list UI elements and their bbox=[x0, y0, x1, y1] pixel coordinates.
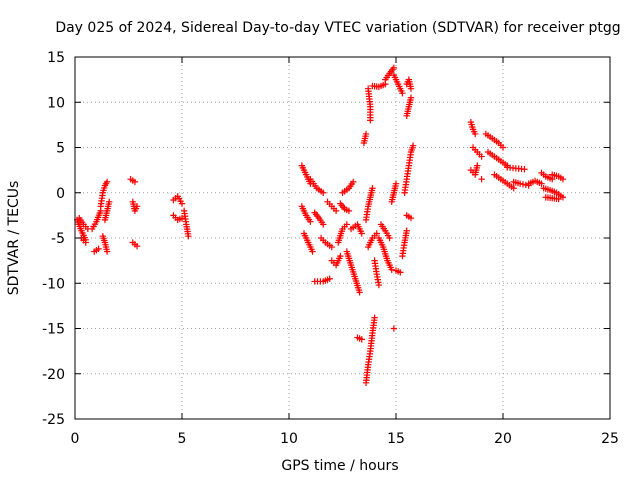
data-point bbox=[510, 185, 517, 192]
y-tick-label: 10 bbox=[47, 95, 65, 111]
data-point bbox=[386, 234, 393, 242]
data-point bbox=[471, 130, 479, 138]
data-point bbox=[131, 178, 139, 186]
data-point bbox=[403, 227, 410, 234]
data-point bbox=[371, 314, 378, 321]
data-point bbox=[516, 180, 524, 187]
data-point bbox=[350, 178, 357, 186]
data-point bbox=[369, 185, 376, 192]
x-tick-label: 5 bbox=[178, 431, 187, 447]
data-point bbox=[555, 195, 562, 203]
data-point bbox=[522, 181, 530, 189]
x-tick-label: 10 bbox=[280, 431, 298, 447]
data-point bbox=[133, 242, 141, 250]
data-point bbox=[345, 207, 353, 215]
x-tick-label: 25 bbox=[601, 431, 619, 447]
y-tick-label: 15 bbox=[47, 50, 65, 66]
x-tick-label: 0 bbox=[71, 431, 80, 447]
data-point bbox=[559, 175, 567, 183]
data-point bbox=[390, 64, 398, 72]
data-point bbox=[332, 207, 340, 215]
data-point bbox=[367, 117, 374, 124]
y-axis-title: SDTVAR / TECUs bbox=[6, 181, 22, 296]
data-point bbox=[326, 275, 333, 282]
data-point bbox=[82, 239, 89, 246]
data-point bbox=[373, 230, 380, 237]
data-point bbox=[320, 189, 327, 196]
axis-ticks: 0 5 10 15 20 25 -25 -20 -15 -10 -5 0 5 10 15 bbox=[42, 50, 619, 447]
data-point bbox=[478, 153, 485, 160]
data-point bbox=[559, 194, 567, 201]
data-point bbox=[407, 214, 415, 222]
grid-lines bbox=[75, 57, 610, 419]
data-point bbox=[399, 90, 406, 97]
data-point bbox=[388, 266, 395, 273]
data-point bbox=[106, 198, 113, 205]
data-point bbox=[407, 94, 415, 101]
data-points bbox=[73, 64, 567, 386]
data-point bbox=[407, 85, 415, 92]
data-point bbox=[358, 336, 365, 343]
data-point bbox=[409, 142, 417, 149]
data-point bbox=[178, 200, 186, 207]
data-point bbox=[309, 248, 316, 255]
y-tick-label: 0 bbox=[56, 186, 65, 202]
data-point bbox=[185, 232, 192, 240]
y-tick-label: -5 bbox=[51, 231, 65, 247]
data-point bbox=[133, 203, 141, 210]
data-point bbox=[320, 221, 327, 228]
data-point bbox=[392, 180, 400, 187]
data-point bbox=[103, 248, 111, 255]
data-point bbox=[307, 218, 314, 225]
data-point bbox=[521, 166, 528, 173]
data-point bbox=[343, 221, 350, 228]
data-point bbox=[478, 175, 485, 183]
x-tick-label: 15 bbox=[387, 431, 405, 447]
x-axis-title: GPS time / hours bbox=[281, 458, 398, 474]
data-point bbox=[538, 180, 545, 187]
data-point bbox=[328, 243, 335, 251]
data-point bbox=[390, 325, 398, 332]
data-point bbox=[499, 144, 507, 151]
y-tick-label: 5 bbox=[56, 141, 65, 157]
x-tick-label: 20 bbox=[494, 431, 512, 447]
data-point bbox=[95, 245, 102, 253]
data-point bbox=[362, 130, 370, 138]
data-point bbox=[519, 181, 527, 188]
data-point bbox=[358, 230, 365, 237]
y-tick-label: -20 bbox=[42, 367, 65, 383]
y-tick-label: -25 bbox=[42, 412, 65, 428]
data-point bbox=[356, 289, 363, 296]
data-point bbox=[103, 178, 111, 186]
y-tick-label: -15 bbox=[42, 322, 65, 338]
data-point bbox=[397, 269, 404, 276]
chart-title: Day 025 of 2024, Sidereal Day-to-day VTE… bbox=[55, 20, 620, 36]
y-tick-label: -10 bbox=[42, 276, 65, 292]
data-point bbox=[474, 162, 481, 169]
data-point bbox=[337, 252, 344, 260]
data-point bbox=[375, 281, 383, 289]
